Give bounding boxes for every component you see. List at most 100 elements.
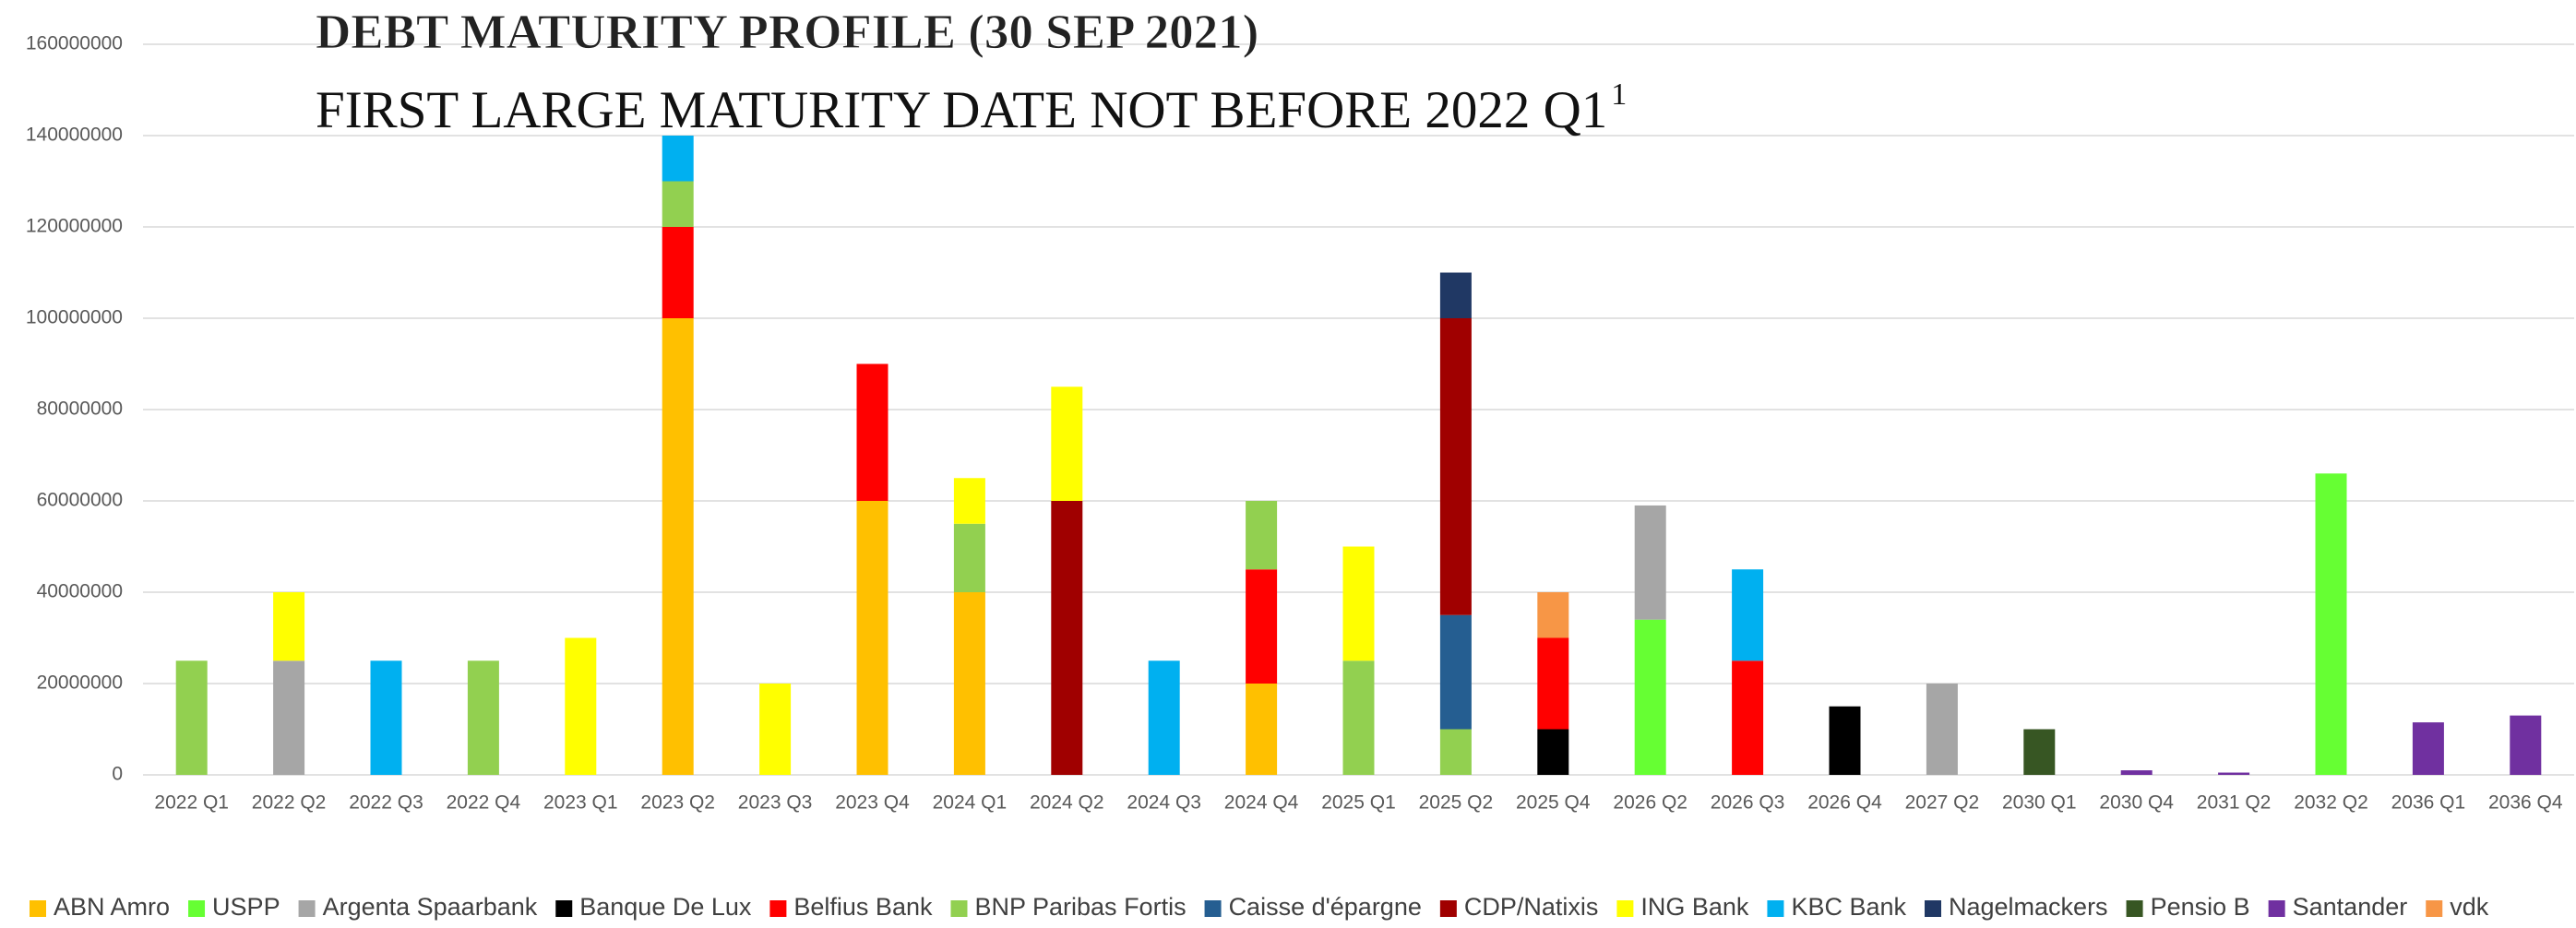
bar-segment xyxy=(1537,729,1569,775)
x-tick-label: 2023 Q1 xyxy=(543,792,618,814)
x-tick-label: 2027 Q2 xyxy=(1905,792,1980,814)
x-tick-label: 2036 Q4 xyxy=(2488,792,2563,814)
x-tick-label: 2031 Q2 xyxy=(2197,792,2272,814)
bar-segment xyxy=(662,318,694,775)
x-tick-label: 2025 Q4 xyxy=(1516,792,1591,814)
bar-segment xyxy=(1634,505,1666,620)
bar-segment xyxy=(759,684,792,775)
subtitle-text: FIRST LARGE MATURITY DATE NOT BEFORE 202… xyxy=(316,81,1607,139)
x-tick-label: 2022 Q4 xyxy=(447,792,521,814)
x-tick-label: 2030 Q4 xyxy=(2099,792,2174,814)
legend-label: USPP xyxy=(212,893,280,921)
y-tick-label: 160000000 xyxy=(26,33,123,54)
legend-label: Santander xyxy=(2293,893,2408,921)
legend-swatch xyxy=(2126,900,2143,917)
bar-segment xyxy=(1246,684,1278,775)
bar-segment xyxy=(1634,619,1666,775)
bar-segment xyxy=(1051,501,1083,775)
legend-label: Banque De Lux xyxy=(579,893,752,921)
y-tick-label: 0 xyxy=(112,764,123,785)
plot-area: 0 20000000 40000000 60000000 80000000 1000000… xyxy=(26,33,2574,814)
x-tick-label: 2030 Q1 xyxy=(2002,792,2077,814)
x-tick-label: 2025 Q2 xyxy=(1419,792,1494,814)
legend-swatch xyxy=(1767,900,1784,917)
bar-segment xyxy=(953,478,985,524)
x-tick-label: 2024 Q2 xyxy=(1030,792,1104,814)
y-tick-label: 20000000 xyxy=(37,672,123,694)
bar-segment xyxy=(1342,546,1375,661)
bar-segment xyxy=(1732,569,1764,661)
x-tick-label: 2024 Q4 xyxy=(1224,792,1299,814)
bar-segment xyxy=(1439,729,1472,775)
bar-segment xyxy=(856,501,888,775)
y-tick-label: 40000000 xyxy=(37,581,123,602)
x-tick-label: 2024 Q1 xyxy=(933,792,1008,814)
legend-swatch xyxy=(1616,900,1634,917)
bar-segment xyxy=(953,523,985,592)
legend-swatch xyxy=(188,900,206,917)
bar-segment xyxy=(2218,772,2250,775)
legend-label: Belfius Bank xyxy=(793,893,933,921)
bar-segment xyxy=(1926,684,1958,775)
legend-label: Nagelmackers xyxy=(1949,893,2108,921)
bar-segment xyxy=(1732,660,1764,775)
legend-swatch xyxy=(2268,900,2285,917)
bar-segment xyxy=(2120,770,2153,775)
bar-segment xyxy=(2315,473,2347,775)
x-tick-label: 2022 Q3 xyxy=(349,792,423,814)
legend-swatch xyxy=(2426,900,2443,917)
x-tick-label: 2024 Q3 xyxy=(1127,792,1201,814)
legend-swatch xyxy=(1204,900,1222,917)
bar-segment xyxy=(273,660,305,775)
bar-segment xyxy=(273,592,305,661)
bar-segment xyxy=(2023,729,2056,775)
x-tick-label: 2022 Q1 xyxy=(154,792,229,814)
bar-segment xyxy=(2510,715,2542,775)
bar-segment xyxy=(1439,318,1472,615)
y-tick-label: 60000000 xyxy=(37,490,123,511)
bar-segment xyxy=(1342,660,1375,775)
bar-segment xyxy=(1829,706,1861,775)
x-tick-label: 2032 Q2 xyxy=(2294,792,2368,814)
y-tick-label: 100000000 xyxy=(26,307,123,328)
bar-segment xyxy=(1051,387,1083,501)
legend-swatch xyxy=(769,900,787,917)
x-tick-label: 2022 Q2 xyxy=(252,792,327,814)
bar-segment xyxy=(953,592,985,775)
x-tick-label: 2026 Q4 xyxy=(1807,792,1882,814)
bar-segment xyxy=(467,660,499,775)
y-tick-label: 140000000 xyxy=(26,125,123,146)
bar-segment xyxy=(662,136,694,182)
bar-segment xyxy=(175,660,208,775)
bar-segment xyxy=(662,227,694,318)
bar-segment xyxy=(565,637,597,775)
legend-swatch xyxy=(30,900,46,917)
legend-label: CDP/Natixis xyxy=(1464,893,1599,921)
legend-swatch xyxy=(1925,900,1941,917)
bar-segment xyxy=(1439,614,1472,730)
legend-label: ING Bank xyxy=(1640,893,1749,921)
legend-swatch xyxy=(950,900,968,917)
bar-segment xyxy=(856,363,888,501)
x-tick-label: 2023 Q3 xyxy=(738,792,813,814)
bar-segment xyxy=(1537,637,1569,730)
x-tick-label: 2025 Q1 xyxy=(1321,792,1396,814)
subtitle-superscript: 1 xyxy=(1611,77,1627,112)
legend-label: vdk xyxy=(2450,893,2489,921)
bar-segment xyxy=(370,660,402,775)
x-tick-label: 2026 Q2 xyxy=(1613,792,1688,814)
legend-label: Argenta Spaarbank xyxy=(323,893,538,921)
legend-swatch xyxy=(298,900,316,917)
bar-segment xyxy=(1439,272,1472,318)
bar-segment xyxy=(2412,722,2444,775)
legend-swatch xyxy=(555,900,573,917)
legend-label: BNP Paribas Fortis xyxy=(974,893,1186,921)
bar-segment xyxy=(1537,592,1569,638)
bar-segment xyxy=(1246,569,1278,684)
y-tick-label: 80000000 xyxy=(37,399,123,420)
x-tick-label: 2023 Q4 xyxy=(835,792,910,814)
legend-label: KBC Bank xyxy=(1791,893,1906,921)
chart-title: DEBT MATURITY PROFILE (30 SEP 2021) xyxy=(316,6,1258,59)
x-tick-label: 2026 Q3 xyxy=(1711,792,1785,814)
